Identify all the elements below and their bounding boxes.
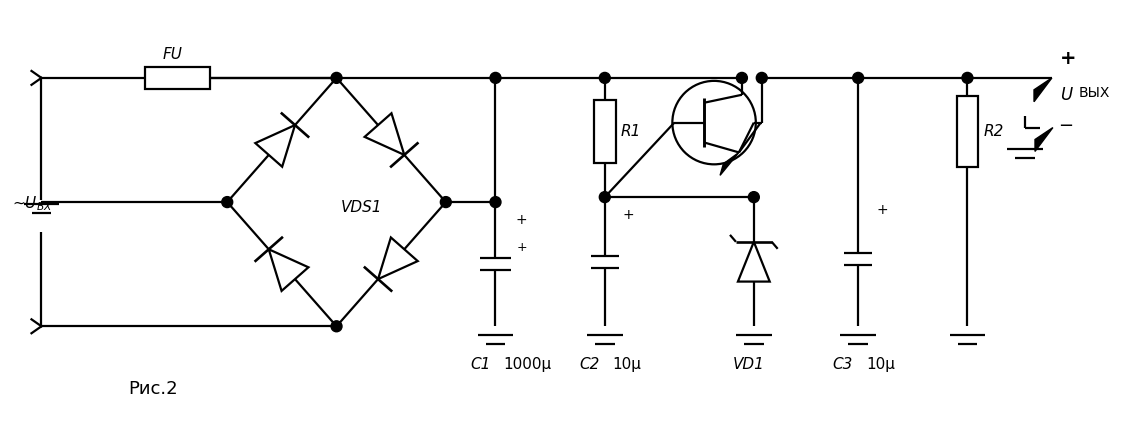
Polygon shape bbox=[269, 249, 308, 291]
Circle shape bbox=[853, 73, 863, 83]
Bar bbox=[145, 67, 210, 89]
Text: VD1: VD1 bbox=[733, 356, 765, 372]
Circle shape bbox=[441, 197, 451, 207]
Polygon shape bbox=[364, 113, 404, 155]
Text: +: + bbox=[623, 208, 634, 222]
Circle shape bbox=[599, 73, 610, 83]
Text: C2: C2 bbox=[579, 356, 600, 372]
Text: ВЫХ: ВЫХ bbox=[1079, 86, 1111, 100]
Text: C1: C1 bbox=[471, 356, 490, 372]
Circle shape bbox=[490, 73, 502, 83]
Circle shape bbox=[331, 321, 342, 332]
Circle shape bbox=[757, 73, 767, 83]
Text: FU: FU bbox=[163, 47, 182, 62]
Text: +: + bbox=[516, 241, 527, 254]
Circle shape bbox=[736, 73, 748, 83]
Circle shape bbox=[222, 197, 232, 207]
Circle shape bbox=[490, 197, 502, 207]
Text: +: + bbox=[515, 213, 527, 227]
Polygon shape bbox=[1034, 78, 1052, 102]
Polygon shape bbox=[737, 242, 769, 282]
Text: R1: R1 bbox=[621, 124, 641, 139]
Bar bbox=[956, 96, 978, 167]
Text: +: + bbox=[1060, 49, 1076, 68]
Text: 10μ: 10μ bbox=[866, 356, 895, 372]
Circle shape bbox=[962, 73, 973, 83]
Bar bbox=[594, 100, 616, 163]
Text: +: + bbox=[876, 203, 887, 217]
Text: ~U$_{\mathregular{BX}}$: ~U$_{\mathregular{BX}}$ bbox=[11, 195, 53, 213]
Text: C3: C3 bbox=[832, 356, 853, 372]
Text: VDS1: VDS1 bbox=[340, 200, 382, 215]
Text: R2: R2 bbox=[984, 124, 1004, 139]
Text: Рис.2: Рис.2 bbox=[128, 380, 177, 398]
Circle shape bbox=[331, 73, 342, 83]
Text: 10μ: 10μ bbox=[613, 356, 641, 372]
Circle shape bbox=[599, 192, 610, 203]
Polygon shape bbox=[378, 238, 418, 279]
Text: 1000μ: 1000μ bbox=[504, 356, 552, 372]
Polygon shape bbox=[720, 152, 739, 175]
Polygon shape bbox=[255, 125, 295, 167]
Circle shape bbox=[749, 192, 759, 203]
Polygon shape bbox=[1035, 127, 1053, 152]
Text: U: U bbox=[1060, 86, 1072, 104]
Text: −: − bbox=[1058, 117, 1073, 135]
